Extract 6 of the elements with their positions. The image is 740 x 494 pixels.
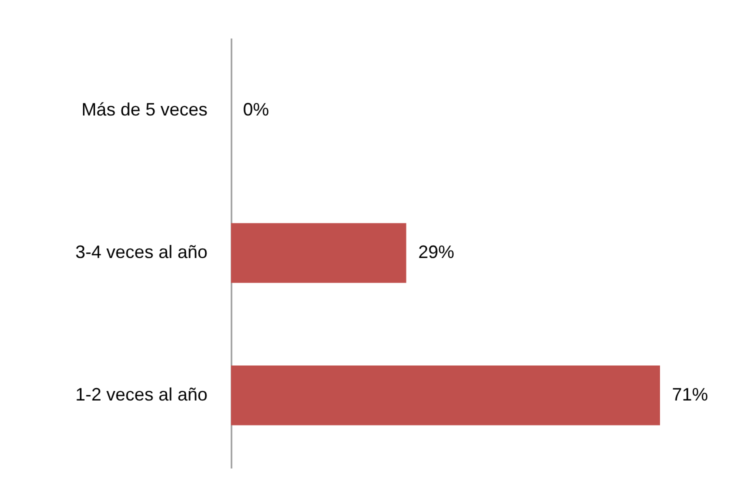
y-tick-label: 3-4 veces al año xyxy=(75,242,208,262)
data-label: 71% xyxy=(672,384,708,404)
data-label: 29% xyxy=(418,242,454,262)
data-label: 0% xyxy=(243,100,270,120)
y-tick-label: 1-2 veces al año xyxy=(75,384,208,404)
y-tick-label: Más de 5 veces xyxy=(81,100,208,120)
